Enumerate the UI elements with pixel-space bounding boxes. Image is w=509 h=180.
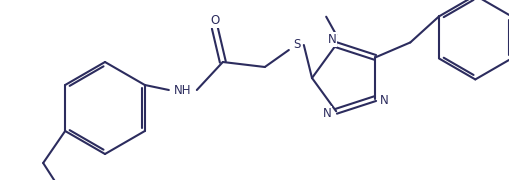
Text: S: S (293, 39, 300, 51)
Text: N: N (380, 94, 388, 107)
Text: NH: NH (174, 84, 191, 96)
Text: N: N (322, 107, 330, 120)
Text: O: O (210, 14, 219, 26)
Text: N: N (327, 33, 335, 46)
